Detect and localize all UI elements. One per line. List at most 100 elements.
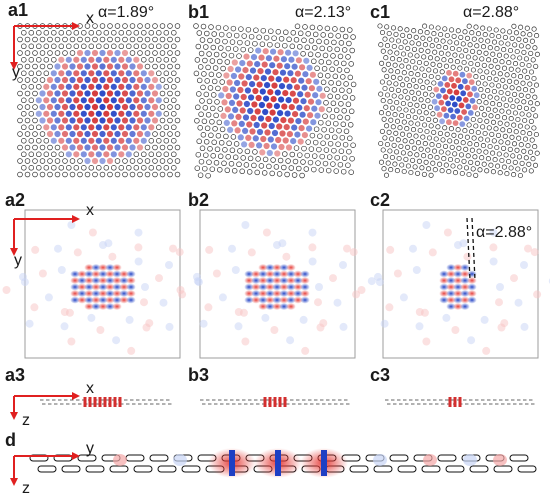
a1-lattice-ring (36, 43, 42, 50)
c1-field-cell (472, 104, 478, 111)
c1-lattice-ring (481, 161, 487, 167)
c1-lattice-ring (517, 55, 523, 61)
a1-lattice-ring (32, 36, 38, 43)
a1-lattice-ring (159, 131, 166, 137)
a1-lattice-ring (159, 63, 166, 70)
c1-lattice-ring (427, 104, 433, 110)
c1-lattice-ring (509, 85, 515, 91)
c2-halo-blob (463, 252, 472, 261)
b1-field-cell (279, 69, 287, 76)
b1-lattice-ring (244, 40, 251, 46)
b1-field-cell (237, 134, 244, 141)
b2-halo-blob (349, 248, 358, 257)
a1-lattice-ring (54, 144, 61, 151)
a2-field-blob (98, 270, 108, 278)
b1-lattice-ring (208, 71, 215, 78)
b1-field-cell (256, 128, 264, 136)
b1-lattice-ring (331, 39, 337, 46)
c1-lattice-ring (400, 100, 406, 107)
a1-lattice-ring (163, 111, 170, 117)
b1-lattice-ring (339, 26, 346, 33)
a1-field-cell (84, 63, 91, 70)
panel-b2-field (176, 221, 376, 355)
a2-field-blob (70, 270, 80, 278)
c1-lattice-ring (430, 61, 436, 67)
a1-lattice-ring (118, 43, 125, 50)
c1-lattice-ring (403, 58, 409, 64)
panel-label-a3: a3 (5, 365, 26, 385)
a1-lattice-ring (36, 124, 42, 131)
c1-field-cell (447, 107, 454, 113)
a3-core-mode (103, 397, 107, 407)
b1-field-cell (274, 150, 281, 157)
c1-lattice-ring (513, 79, 519, 85)
c1-lattice-ring (390, 56, 396, 62)
c1-lattice-ring (493, 76, 499, 82)
b1-lattice-ring (241, 33, 247, 39)
c1-lattice-ring (402, 39, 408, 45)
b1-field-cell (234, 79, 241, 87)
c1-lattice-ring (385, 160, 391, 166)
c1-lattice-ring (428, 123, 434, 129)
a1-field-cell (65, 151, 72, 158)
d-axes (10, 452, 80, 486)
a1-field-cell (80, 151, 87, 158)
a1-field-cell (84, 76, 91, 84)
c1-field-cell (461, 109, 467, 115)
b1-field-cell (281, 103, 288, 110)
c1-lattice-ring (515, 116, 521, 123)
b1-lattice-ring (200, 23, 207, 30)
a1-lattice-ring (167, 63, 173, 70)
c1-lattice-ring (411, 46, 418, 52)
a1-field-cell (144, 103, 151, 111)
c1-lattice-ring (456, 145, 462, 151)
c1-lattice-ring (458, 34, 464, 40)
c1-lattice-ring (387, 148, 393, 154)
a1-field-cell (148, 70, 155, 77)
b1-lattice-ring (343, 81, 349, 87)
b1-lattice-ring (263, 34, 270, 41)
b1-lattice-ring (266, 163, 272, 170)
b1-lattice-ring (349, 155, 355, 162)
b1-lattice-ring (349, 95, 356, 101)
a1-field-cell (69, 103, 76, 111)
b1-field-cell (285, 97, 292, 104)
b1-lattice-ring (247, 47, 254, 53)
c1-lattice-ring (490, 101, 496, 107)
b2-halo-blob (176, 286, 185, 294)
c1-field-cell (433, 86, 440, 93)
a1-field-cell (114, 76, 121, 84)
c2-halo-blob (399, 293, 408, 302)
c1-lattice-ring (456, 46, 462, 53)
c1-lattice-ring (476, 148, 482, 154)
b1-lattice-ring (339, 134, 346, 141)
c1-lattice-ring (468, 159, 474, 165)
c1-lattice-ring (523, 56, 529, 62)
c1-lattice-ring (521, 148, 527, 154)
c1-lattice-ring (463, 165, 470, 171)
b1-field-cell (309, 71, 316, 78)
a1-lattice-ring (126, 43, 132, 50)
b2-field-blob (265, 263, 275, 272)
b1-lattice-ring (337, 53, 344, 60)
b1-lattice-ring (197, 64, 204, 70)
b3-core-mode (283, 397, 287, 407)
a1-field-cell (54, 63, 61, 70)
a1-field-cell (125, 124, 132, 131)
a1-field-cell (99, 76, 106, 84)
a1-field-cell (88, 124, 95, 131)
c1-lattice-ring (423, 110, 429, 116)
a1-lattice-ring (36, 30, 42, 36)
c1-lattice-ring (458, 133, 464, 139)
c1-lattice-ring (385, 61, 391, 67)
d-slab-bottom (109, 465, 129, 473)
a1-field-cell (136, 90, 144, 97)
a1-field-cell (99, 49, 106, 57)
c1-lattice-ring (432, 167, 438, 173)
b1-field-cell (270, 143, 278, 150)
c1-lattice-ring (445, 51, 451, 57)
a1-field-cell (50, 70, 57, 77)
c1-lattice-ring (483, 50, 489, 56)
c1-lattice-ring (524, 75, 530, 81)
c1-lattice-ring (438, 50, 444, 56)
